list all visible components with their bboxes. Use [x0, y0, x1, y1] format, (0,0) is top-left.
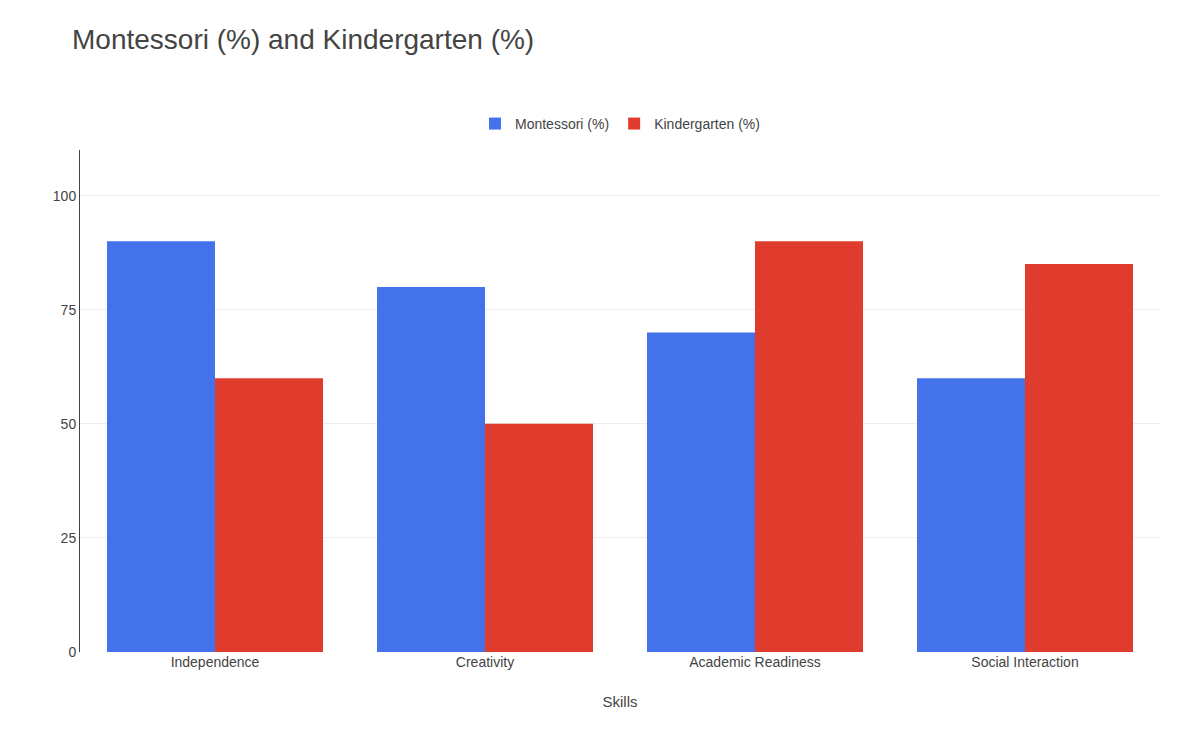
svg-text:25: 25 [61, 530, 77, 546]
svg-text:Creativity: Creativity [456, 654, 514, 670]
svg-text:100: 100 [53, 188, 77, 204]
svg-text:Independence: Independence [171, 654, 260, 670]
svg-text:0: 0 [68, 644, 76, 660]
svg-text:Skills: Skills [602, 693, 637, 710]
svg-text:Social Interaction: Social Interaction [971, 654, 1078, 670]
svg-text:Academic Readiness: Academic Readiness [689, 654, 821, 670]
svg-text:Kindergarten (%): Kindergarten (%) [654, 116, 760, 132]
svg-text:50: 50 [61, 416, 77, 432]
svg-text:Montessori (%) and Kindergarte: Montessori (%) and Kindergarten (%) [72, 24, 534, 55]
svg-text:Montessori (%): Montessori (%) [515, 116, 609, 132]
svg-text:75: 75 [61, 302, 77, 318]
